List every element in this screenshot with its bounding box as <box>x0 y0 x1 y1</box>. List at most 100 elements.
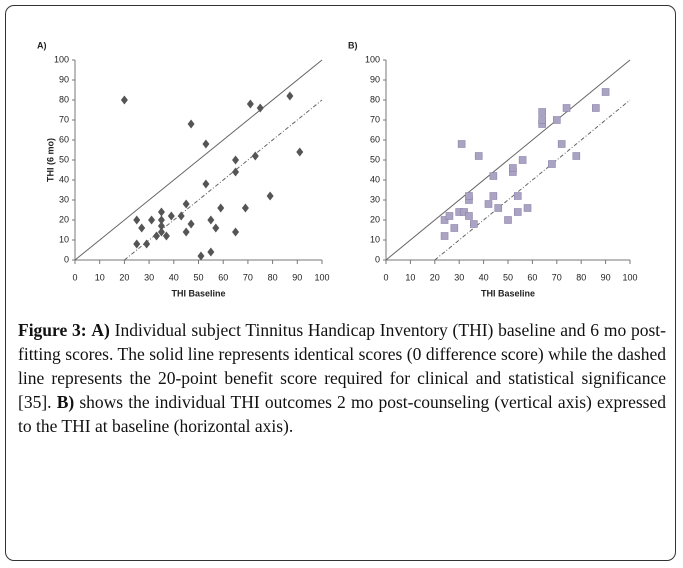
point <box>182 227 190 237</box>
point <box>157 227 165 237</box>
y-tick-label: 50 <box>59 154 69 164</box>
x-tick-label: 60 <box>527 272 537 282</box>
reference-line <box>434 99 631 261</box>
point <box>450 224 459 232</box>
point <box>513 192 522 200</box>
point <box>513 208 522 216</box>
point <box>232 227 240 237</box>
point <box>177 211 185 221</box>
point <box>460 208 468 216</box>
x-tick-label: 10 <box>405 272 415 282</box>
x-tick-label: 0 <box>72 272 77 282</box>
panel-label: B) <box>348 40 358 50</box>
point <box>157 215 165 225</box>
y-tick-label: 100 <box>365 54 380 64</box>
point <box>266 191 274 201</box>
point <box>157 207 165 217</box>
y-tick-label: 40 <box>59 174 69 184</box>
figure-frame <box>5 5 676 561</box>
point <box>465 192 473 200</box>
point <box>538 108 546 116</box>
x-tick-label: 100 <box>314 272 329 282</box>
y-tick-label: 20 <box>59 214 69 224</box>
point <box>489 192 498 200</box>
figure-label: Figure 3: <box>18 320 87 340</box>
x-tick-label: 20 <box>119 272 129 282</box>
y-tick-label: 0 <box>64 254 69 264</box>
point <box>143 239 151 249</box>
y-tick-label: 60 <box>370 134 380 144</box>
x-tick-label: 80 <box>576 272 586 282</box>
y-tick-label: 10 <box>370 234 380 244</box>
point <box>509 164 517 172</box>
y-axis-label: THI (6 mo) <box>45 138 55 182</box>
x-tick-label: 20 <box>430 272 440 282</box>
y-tick-label: 100 <box>54 54 69 64</box>
y-tick-label: 30 <box>59 194 69 204</box>
point <box>548 160 556 168</box>
point <box>494 204 503 212</box>
point <box>572 152 581 160</box>
point <box>167 211 175 221</box>
point <box>138 223 146 233</box>
y-tick-label: 70 <box>59 114 69 124</box>
point <box>202 139 210 149</box>
point <box>440 232 449 240</box>
point <box>162 231 170 241</box>
caption: Figure 3: A) Individual subject Tinnitus… <box>18 318 666 438</box>
point <box>182 199 190 209</box>
x-tick-label: 90 <box>292 272 302 282</box>
x-tick-label: 60 <box>218 272 228 282</box>
x-axis-label: THI Baseline <box>171 288 225 298</box>
x-tick-label: 100 <box>622 272 637 282</box>
point <box>286 91 294 101</box>
point <box>523 204 532 212</box>
point <box>202 179 210 189</box>
point <box>197 251 205 261</box>
y-tick-label: 90 <box>59 74 69 84</box>
y-tick-label: 40 <box>370 174 380 184</box>
x-tick-label: 10 <box>95 272 105 282</box>
x-tick-label: 80 <box>268 272 278 282</box>
point <box>518 156 527 164</box>
panel-label: A) <box>37 40 47 50</box>
point <box>133 215 141 225</box>
y-tick-label: 60 <box>59 134 69 144</box>
x-axis-label: THI Baseline <box>481 288 535 298</box>
point <box>241 203 249 213</box>
point <box>538 116 546 124</box>
point <box>296 147 304 157</box>
y-tick-label: 0 <box>375 254 380 264</box>
point <box>120 95 128 105</box>
x-tick-label: 30 <box>454 272 464 282</box>
x-tick-label: 50 <box>503 272 513 282</box>
point <box>504 216 512 224</box>
x-tick-label: 90 <box>601 272 611 282</box>
x-tick-label: 70 <box>243 272 253 282</box>
x-tick-label: 40 <box>169 272 179 282</box>
point <box>148 215 156 225</box>
point <box>470 220 478 228</box>
point <box>557 140 566 148</box>
point <box>207 215 215 225</box>
caption-text: shows the individual THI outcomes 2 mo p… <box>18 392 667 436</box>
point <box>212 223 220 233</box>
y-tick-label: 80 <box>370 94 380 104</box>
y-tick-label: 70 <box>370 114 380 124</box>
point <box>489 172 498 180</box>
y-tick-label: 20 <box>370 214 380 224</box>
point <box>601 88 610 96</box>
point <box>187 119 195 129</box>
y-tick-label: 80 <box>59 94 69 104</box>
x-tick-label: 30 <box>144 272 154 282</box>
point <box>133 239 141 249</box>
y-tick-label: 50 <box>370 154 380 164</box>
point <box>207 247 215 257</box>
point <box>187 219 195 229</box>
x-tick-label: 50 <box>193 272 203 282</box>
y-tick-label: 30 <box>370 194 380 204</box>
panel-a-label: A) <box>91 320 110 340</box>
point <box>592 104 600 112</box>
